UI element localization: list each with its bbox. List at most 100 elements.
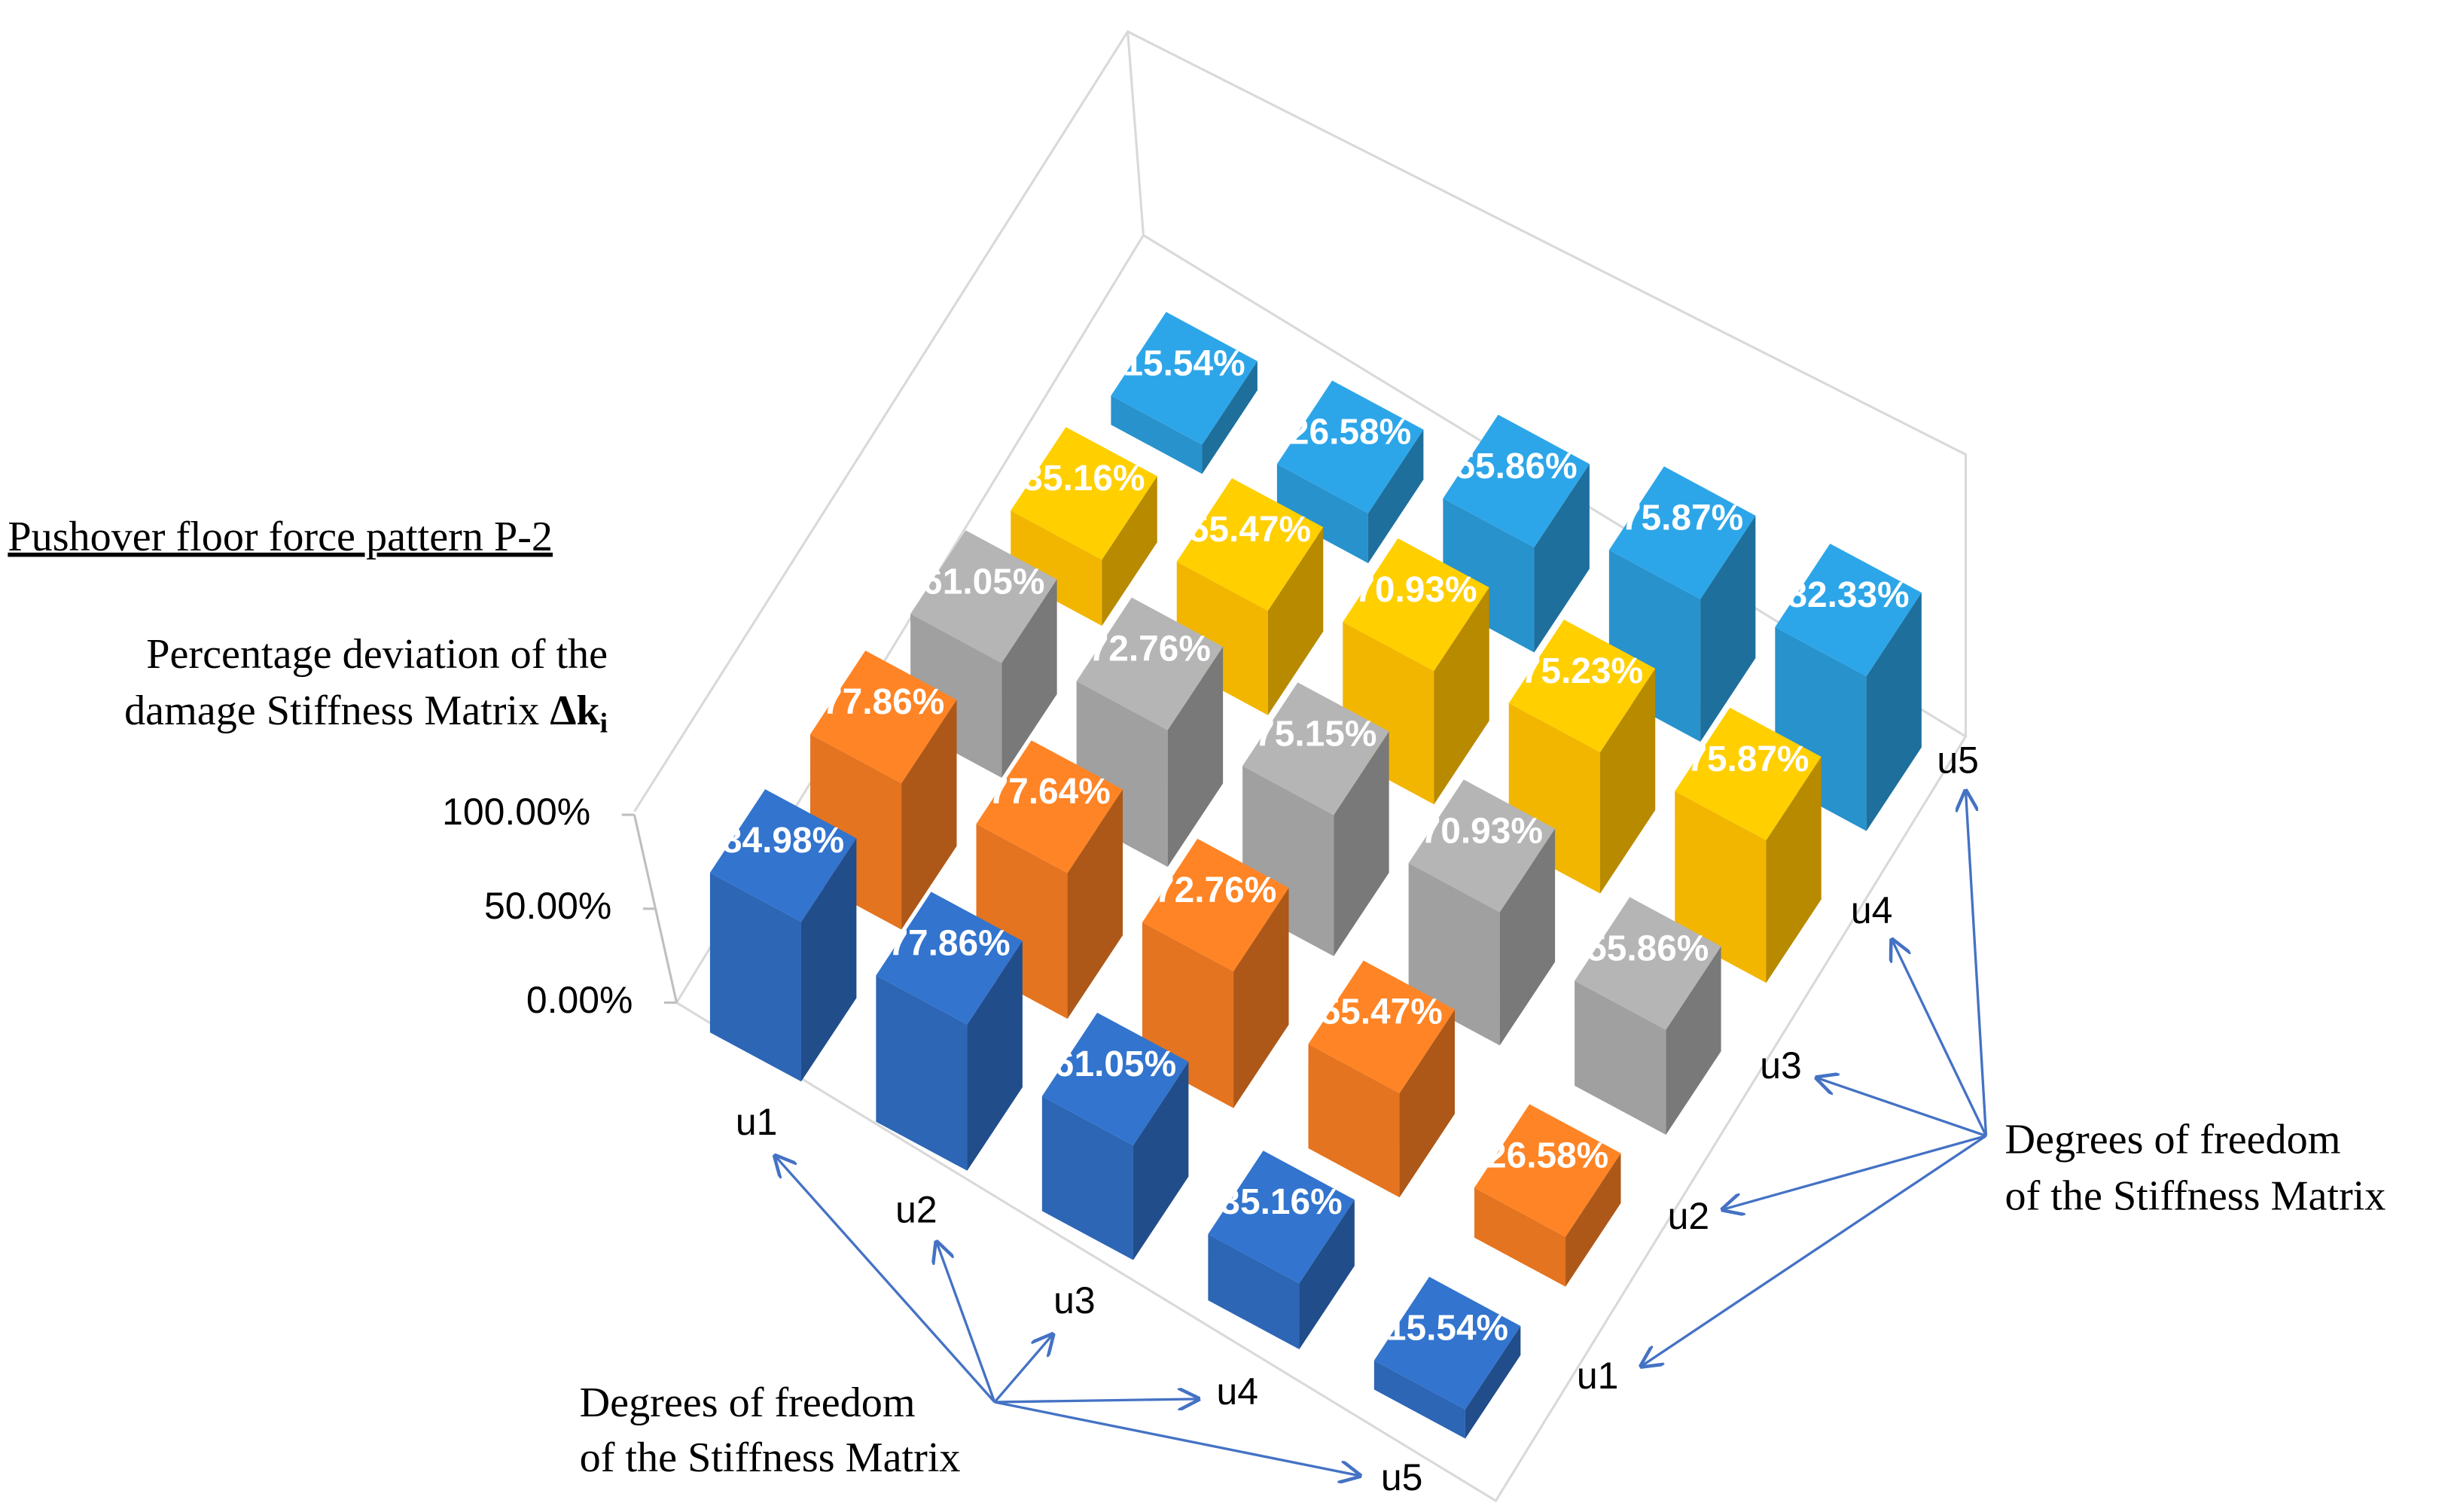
y-tick-label: u5 [1937,739,1979,782]
bar-face-side [1700,515,1756,742]
bar [1474,1104,1621,1287]
bar [876,892,1023,1171]
bar-face-top [709,789,857,922]
value-label: 35.16% [1220,1182,1342,1222]
bar-face-side [1465,1325,1521,1439]
bar-face-top [1675,707,1822,840]
z-tick-label: 50.00% [484,885,611,927]
x-tick-label: u3 [1053,1279,1096,1321]
bar [1041,1012,1189,1261]
bar-face-front [1208,1234,1300,1349]
bar [1575,897,1721,1135]
bar-face-side [1666,946,1721,1135]
value-label: 72.76% [1089,629,1211,669]
axis-arrow [776,1156,996,1404]
value-label: 55.47% [1321,992,1443,1032]
chart-title: Pushover floor force pattern P-2 [8,514,553,560]
x-tick-label: u2 [895,1189,937,1231]
x-axis-title: Degrees of freedom [580,1379,916,1426]
bar-face-front [1308,1044,1400,1198]
value-label: 15.54% [1123,343,1245,383]
bar [1508,619,1656,894]
bar [1208,1151,1355,1349]
value-label: 55.47% [1189,510,1311,550]
bar [1276,380,1424,563]
value-label: 77.86% [888,923,1010,963]
axis-arrow [994,1399,1198,1402]
bar-face-side [1534,464,1590,653]
bar-face-top [1308,960,1455,1093]
bar-face-side [1766,757,1822,983]
bar [810,651,957,930]
y-tick-label: u3 [1760,1044,1802,1087]
bar-face-front [1041,1096,1133,1261]
y-tick-label: u1 [1577,1355,1619,1397]
bar-face-top [876,892,1023,1025]
bar-face-top [810,651,957,784]
value-label: 75.87% [1687,739,1809,779]
value-label: 15.54% [1386,1309,1508,1349]
bar [1242,682,1389,956]
value-label: 26.58% [1486,1136,1608,1175]
bar-face-front [1011,511,1102,626]
bar-face-front [1474,1187,1566,1287]
axis-arrows [776,791,1988,1476]
y-tick-label: u4 [1851,889,1893,931]
wall-edge [1126,31,1145,236]
x-tick-label: u1 [736,1101,778,1143]
bar-face-top [1474,1104,1621,1237]
z-tick-label: 0.00% [526,979,633,1021]
bar-face-front [876,975,968,1171]
bar-face-top [1176,477,1324,611]
axis-arrow [1723,1134,1986,1209]
bar-face-top [1343,538,1489,672]
value-label: 75.87% [1621,498,1743,538]
value-label: 72.76% [1154,870,1276,910]
bar-face-side [1001,579,1057,778]
bar-face-side [1102,476,1157,626]
bar-face-top [1443,414,1590,547]
axis-arrow [937,1242,996,1403]
value-label: 82.33% [1787,575,1909,615]
bar-face-side [1267,527,1324,715]
bar-face-top [1041,1012,1189,1146]
bar-face-side [1133,1062,1189,1261]
wall-edge [633,29,1968,812]
bar [1111,312,1258,474]
axis-arrow [1642,1135,1987,1366]
bar-face-side [1600,668,1656,894]
bar-face-top [910,530,1057,663]
axis-arrow [1892,940,1988,1137]
x-tick-label: u4 [1217,1370,1259,1413]
x-axis-title: of the Stiffness Matrix [580,1434,961,1481]
bar-face-front [1276,464,1368,563]
bar-face-top [1208,1151,1355,1284]
z-label: Percentage deviation of the [146,631,608,678]
value-label: 70.93% [1355,570,1477,610]
bar [1373,1276,1521,1439]
bar-face-top [1111,312,1258,445]
value-label: 75.15% [1255,714,1376,754]
bar-face-side [1202,361,1258,474]
bar [910,530,1057,778]
value-label: 61.05% [922,562,1044,602]
bar-face-top [1508,619,1656,753]
bar [1343,538,1489,805]
bar-face-side [1565,1153,1621,1287]
bar-face-side [1499,828,1556,1046]
value-label: 61.05% [1054,1044,1176,1084]
bar-face-top [1276,380,1424,514]
axis-arrow [1817,1078,1987,1137]
value-label: 75.23% [1521,651,1643,691]
z-label: damage Stiffness Matrix Δki [124,687,608,739]
bar-face-side [1299,1200,1355,1349]
bar-face-top [1373,1276,1521,1410]
bar-face-side [800,838,857,1082]
z-tick-label: 100.00% [442,791,590,833]
bar-face-side [1399,1009,1455,1198]
y-axis-title: of the Stiffness Matrix [2004,1173,2386,1220]
bar-face-front [1111,395,1203,474]
y-tick-label: u2 [1668,1195,1710,1237]
value-label: 84.98% [722,821,844,861]
